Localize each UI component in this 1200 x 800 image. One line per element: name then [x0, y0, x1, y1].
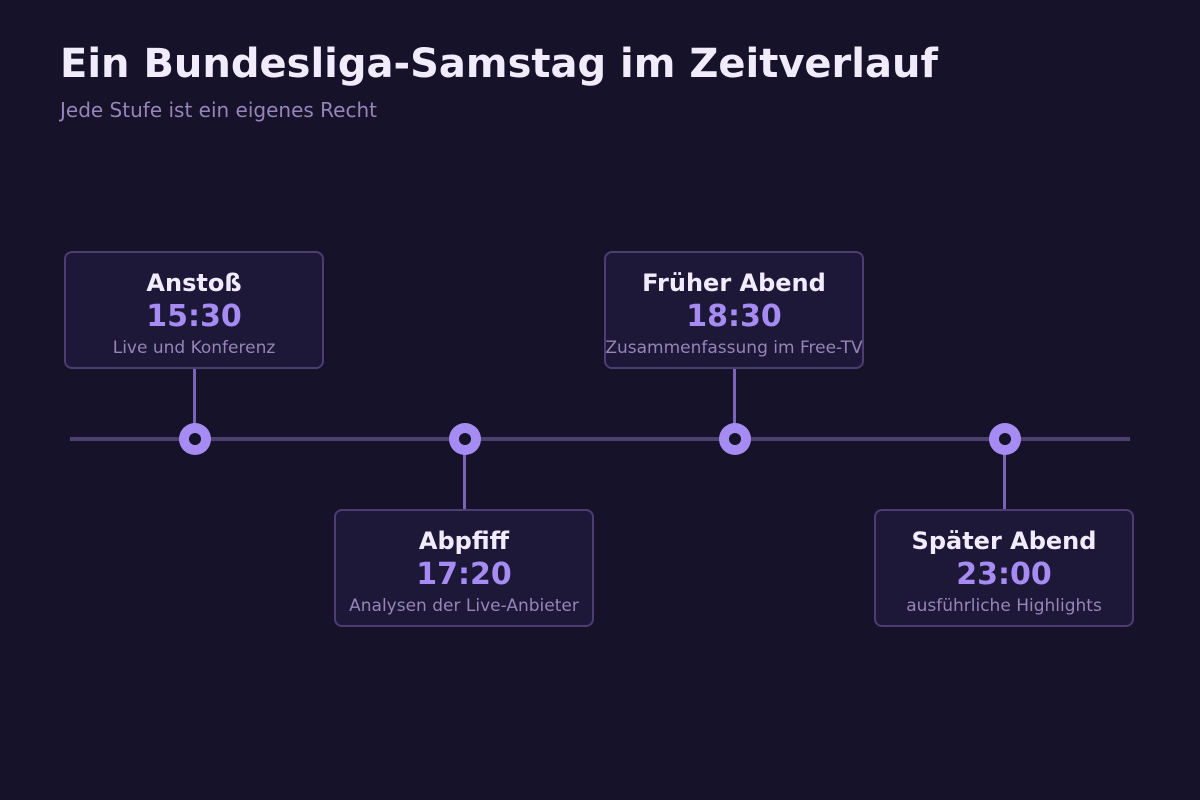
timeline-marker-abpfiff	[449, 423, 481, 455]
connector-frueher-abend	[733, 369, 736, 439]
event-label: Früher Abend	[642, 269, 826, 297]
event-card-anstoss: Anstoß 15:30 Live und Konferenz	[64, 251, 324, 369]
event-description: Live und Konferenz	[112, 338, 276, 358]
event-time: 18:30	[686, 299, 782, 334]
event-label: Anstoß	[146, 269, 242, 297]
event-card-abpfiff: Abpfiff 17:20 Analysen der Live-Anbieter	[334, 509, 594, 627]
event-label: Später Abend	[911, 527, 1097, 555]
event-label: Abpfiff	[418, 527, 510, 555]
timeline-axis	[70, 437, 1130, 441]
event-time: 15:30	[146, 299, 242, 334]
connector-abpfiff	[463, 439, 466, 511]
page-title: Ein Bundesliga-Samstag im Zeitverlauf	[60, 41, 938, 87]
page-subtitle: Jede Stufe ist ein eigenes Recht	[60, 98, 377, 122]
timeline-marker-anstoss	[179, 423, 211, 455]
event-description: Analysen der Live-Anbieter	[349, 596, 579, 616]
connector-spaeter-abend	[1003, 439, 1006, 511]
timeline-marker-frueher-abend	[719, 423, 751, 455]
event-description: ausführliche Highlights	[906, 596, 1102, 616]
event-card-spaeter-abend: Später Abend 23:00 ausführliche Highligh…	[874, 509, 1134, 627]
event-time: 17:20	[416, 557, 512, 592]
event-card-frueher-abend: Früher Abend 18:30 Zusammenfassung im Fr…	[604, 251, 864, 369]
event-description: Zusammenfassung im Free-TV	[605, 338, 863, 358]
timeline-marker-spaeter-abend	[989, 423, 1021, 455]
connector-anstoss	[193, 369, 196, 439]
event-time: 23:00	[956, 557, 1052, 592]
